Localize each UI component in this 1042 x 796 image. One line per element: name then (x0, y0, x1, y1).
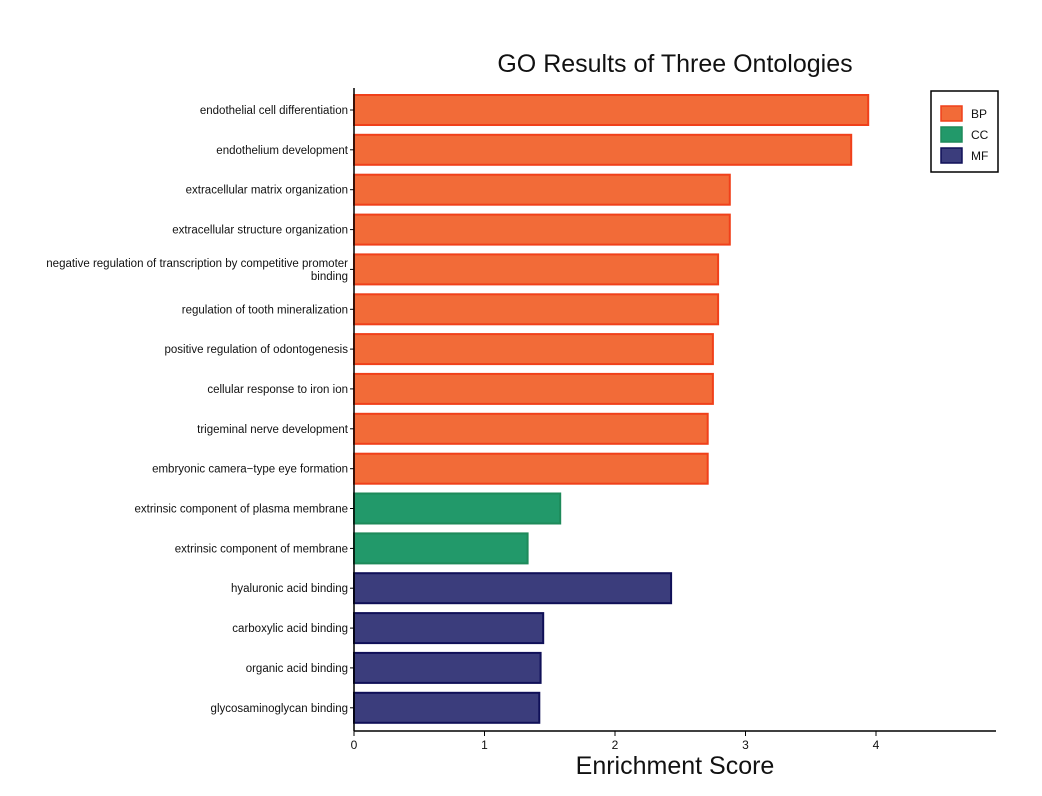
category-label: trigeminal nerve development (197, 424, 349, 436)
bar-bp (353, 293, 720, 326)
category-label: binding (311, 271, 348, 283)
category-label: regulation of tooth mineralization (182, 304, 348, 316)
legend-label: BP (971, 107, 987, 121)
legend-label: MF (971, 149, 988, 163)
category-label: extracellular structure organization (172, 225, 348, 237)
category-label: extracellular matrix organization (186, 185, 348, 197)
category-label: extrinsic component of plasma membrane (135, 504, 349, 516)
bar-bp (353, 133, 853, 166)
category-label: cellular response to iron ion (207, 384, 348, 396)
legend-swatch-bp (940, 105, 963, 122)
category-label: organic acid binding (246, 663, 348, 675)
legend-swatch-mf (940, 147, 963, 164)
x-axis-label: Enrichment Score (576, 752, 775, 780)
bar-mf (353, 691, 541, 724)
x-tick-label: 1 (481, 738, 488, 752)
legend: BP CC MF (930, 90, 999, 173)
x-tick-label: 4 (873, 738, 880, 752)
category-label: embryonic camera−type eye formation (152, 464, 348, 476)
legend-swatch-cc (940, 126, 963, 143)
category-label: positive regulation of odontogenesis (165, 344, 349, 356)
bar-mf (353, 612, 545, 645)
chart-title: GO Results of Three Ontologies (497, 50, 852, 78)
category-label: negative regulation of transcription by … (46, 258, 348, 270)
bar-bp (353, 213, 731, 246)
bar-bp (353, 412, 709, 445)
bar-bp (353, 452, 709, 485)
legend-label: CC (971, 128, 989, 142)
x-tick-label: 3 (742, 738, 749, 752)
bar-mf (353, 572, 673, 605)
bar-cc (353, 532, 529, 565)
axes: 0 1 2 3 4 (350, 88, 996, 752)
bar-bp (353, 94, 870, 126)
category-label: endothelium development (216, 145, 349, 157)
bars-layer (353, 94, 870, 724)
category-labels: endothelial cell differentiation endothel… (46, 105, 349, 715)
bar-bp (353, 253, 720, 286)
category-label: carboxylic acid binding (232, 623, 348, 635)
category-label: glycosaminoglycan binding (211, 703, 348, 715)
bar-bp (353, 173, 731, 206)
x-tick-label: 0 (351, 738, 358, 752)
category-label: hyaluronic acid binding (231, 583, 348, 595)
bar-bp (353, 372, 714, 405)
x-tick-label: 2 (612, 738, 619, 752)
category-label: extrinsic component of membrane (175, 543, 348, 555)
bar-mf (353, 651, 542, 684)
category-label: endothelial cell differentiation (200, 105, 348, 117)
bar-cc (353, 492, 562, 525)
bar-bp (353, 333, 714, 366)
